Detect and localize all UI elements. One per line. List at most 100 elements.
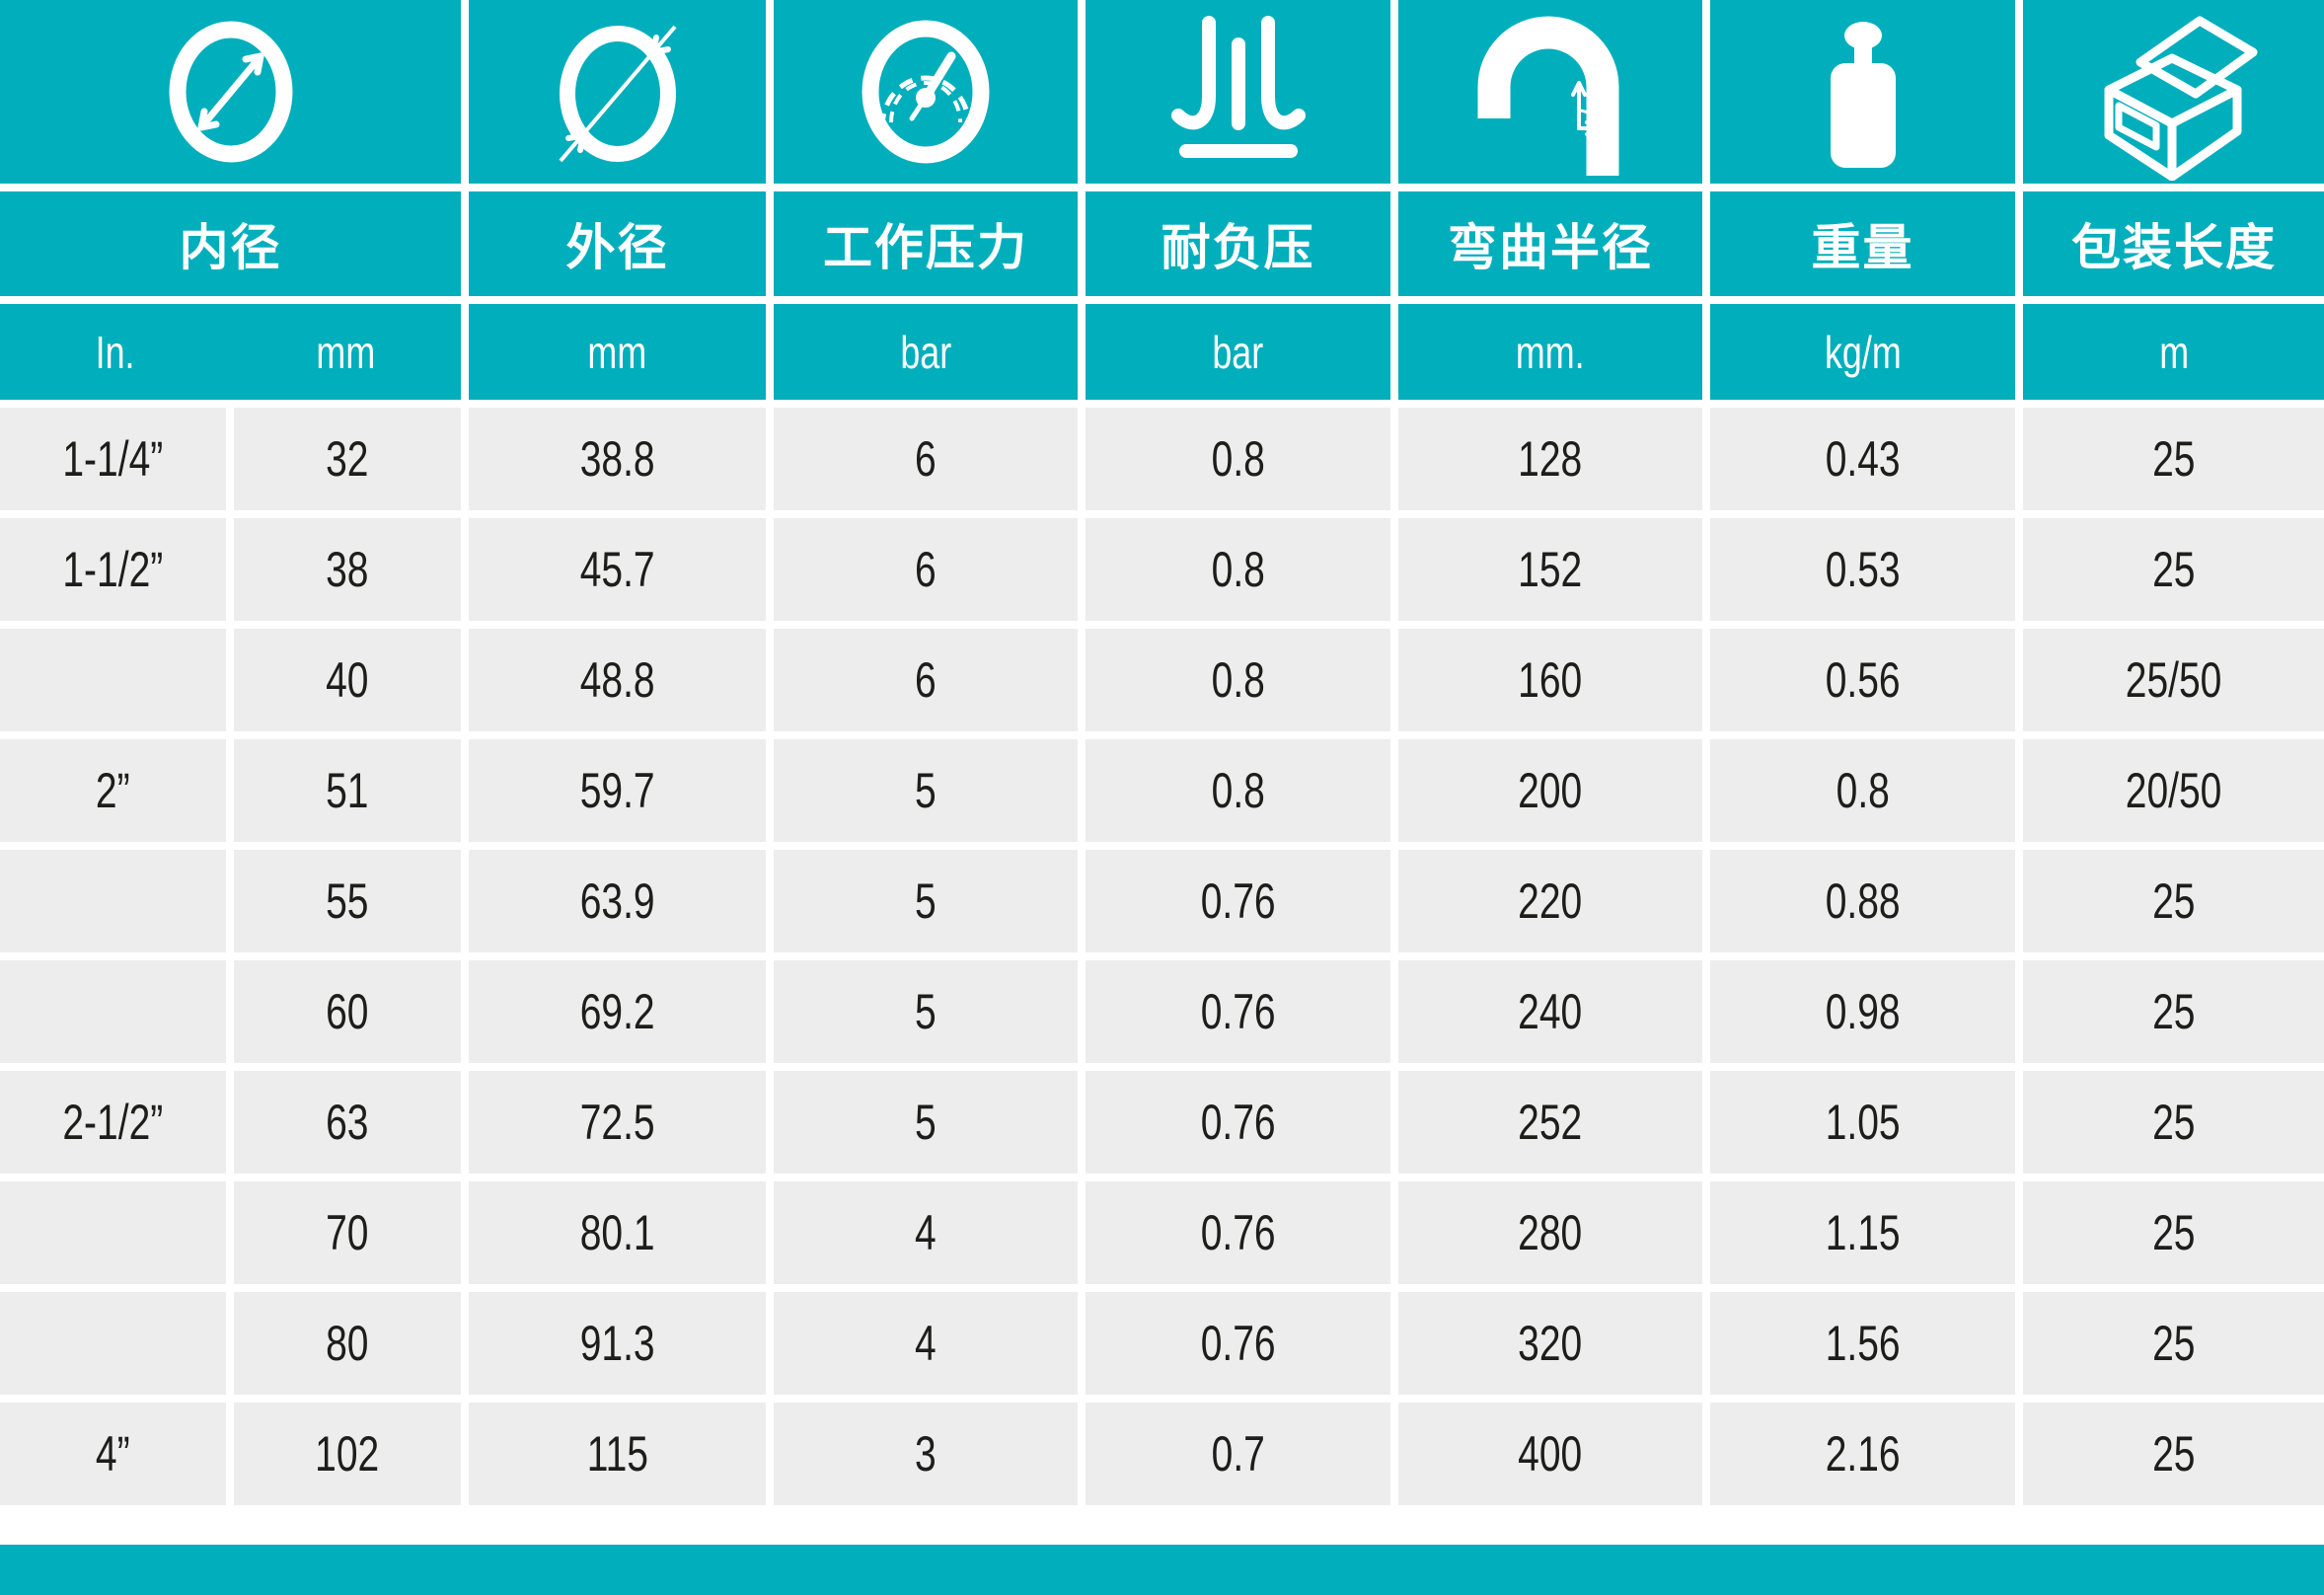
unit-label: mm [587,326,647,378]
table-cell-r9-c4: 0.7 [1086,1403,1390,1505]
cell-value: 5 [915,1095,937,1150]
col-label: 外径 [565,220,669,275]
cell-value: 55 [326,873,369,929]
cell-value: 3 [915,1426,937,1481]
table-cell-r6-c6: 1.05 [1710,1071,2015,1174]
cell-value: 0.8 [1211,431,1265,487]
table-cell-r0-c6: 0.43 [1710,408,2015,510]
cell-value: 1-1/2” [62,542,164,597]
cell-value: 80.1 [579,1205,655,1260]
table-cell-r3-c2: 59.7 [469,739,766,842]
table-cell-r2-c3: 6 [774,629,1078,731]
table-cell-r1-c0: 1-1/2” [0,518,226,621]
cell-value: 0.8 [1211,763,1265,818]
table-cell-r0-c1: 32 [234,408,461,510]
table-cell-r7-c1: 70 [234,1181,461,1284]
bend-radius-icon [1477,16,1618,176]
col-label: 内径 [179,220,282,275]
table-cell-r5-c2: 69.2 [469,960,766,1063]
table-cell-r7-c7: 25 [2023,1181,2324,1284]
spec-table: 内径 外径 工作压力 耐负压 弯曲半径 重量 包装长度 In. mm mm ba… [0,0,2324,1505]
table-cell-r1-c3: 6 [774,518,1078,621]
table-cell-r6-c2: 72.5 [469,1071,766,1174]
cell-value: 45.7 [579,542,655,597]
cell-value: 0.76 [1200,984,1276,1039]
table-cell-r7-c2: 80.1 [469,1181,766,1284]
table-cell-r3-c7: 20/50 [2023,739,2324,842]
units-package-length: m [2023,304,2324,400]
unit-label: bar [1212,326,1264,378]
weight-icon [1830,22,1896,168]
cell-value: 0.88 [1825,873,1901,929]
table-cell-r4-c4: 0.76 [1086,850,1390,952]
table-cell-r4-c6: 0.88 [1710,850,2015,952]
cell-value: 25 [2152,1426,2196,1481]
cell-value: 6 [915,652,937,708]
col-header-vacuum-resistance: 耐负压 [1086,191,1390,296]
table-cell-r6-c5: 252 [1398,1071,1702,1174]
cell-value: 152 [1518,542,1583,597]
cell-value: 0.53 [1825,542,1901,597]
col-label: 耐负压 [1161,220,1315,275]
table-cell-r0-c4: 0.8 [1086,408,1390,510]
weight-icon-cell [1710,0,2015,184]
table-cell-r5-c4: 0.76 [1086,960,1390,1063]
unit-inch: In. [95,326,135,378]
cell-value: 25 [2152,1316,2196,1371]
table-cell-r2-c5: 160 [1398,629,1702,731]
cell-value: 48.8 [579,652,655,708]
table-cell-r3-c4: 0.8 [1086,739,1390,842]
cell-value: 72.5 [579,1095,655,1150]
cell-value: 51 [326,763,369,818]
table-cell-r9-c5: 400 [1398,1403,1702,1505]
bend-radius-icon-cell [1398,0,1702,184]
cell-value: 25 [2152,984,2196,1039]
table-cell-r6-c0: 2-1/2” [0,1071,226,1174]
cell-value: 1.05 [1825,1095,1901,1150]
cell-value: 63.9 [579,873,655,929]
units-vacuum-resistance: bar [1086,304,1390,400]
cell-value: 0.7 [1211,1426,1265,1481]
table-cell-r1-c7: 25 [2023,518,2324,621]
table-cell-r7-c6: 1.15 [1710,1181,2015,1284]
table-cell-r3-c1: 51 [234,739,461,842]
table-cell-r9-c6: 2.16 [1710,1403,2015,1505]
table-cell-r9-c2: 115 [469,1403,766,1505]
unit-label: m [2159,326,2189,378]
table-cell-r0-c3: 6 [774,408,1078,510]
cell-value: 280 [1518,1205,1583,1260]
pressure-gauge-icon [862,20,990,164]
cell-value: 4” [96,1426,130,1481]
cell-value: 220 [1518,873,1583,929]
table-cell-r3-c6: 0.8 [1710,739,2015,842]
table-cell-r4-c7: 25 [2023,850,2324,952]
cell-value: 115 [586,1426,648,1481]
cell-value: 128 [1518,431,1583,487]
cell-value: 25 [2152,1205,2196,1260]
table-cell-r3-c3: 5 [774,739,1078,842]
table-cell-r0-c7: 25 [2023,408,2324,510]
cell-value: 5 [915,873,937,929]
table-cell-r7-c0 [0,1181,226,1284]
col-header-working-pressure: 工作压力 [774,191,1078,296]
table-cell-r8-c1: 80 [234,1292,461,1395]
package-icon-cell [2023,0,2324,184]
cell-value: 2” [96,763,130,818]
table-cell-r0-c0: 1-1/4” [0,408,226,510]
outer-diameter-icon [558,25,677,163]
cell-value: 63 [326,1095,369,1150]
units-weight: kg/m [1710,304,2015,400]
cell-value: 1-1/4” [62,431,164,487]
package-icon [2104,16,2258,181]
cell-value: 80 [326,1316,369,1371]
cell-value: 0.8 [1211,652,1265,708]
units-outer-diameter: mm [469,304,766,400]
cell-value: 20/50 [2126,763,2222,818]
table-cell-r5-c0 [0,960,226,1063]
table-cell-r9-c3: 3 [774,1403,1078,1505]
cell-value: 1.15 [1825,1205,1901,1260]
cell-value: 25 [2152,873,2196,929]
cell-value: 0.76 [1200,1205,1276,1260]
table-cell-r6-c4: 0.76 [1086,1071,1390,1174]
table-cell-r1-c5: 152 [1398,518,1702,621]
